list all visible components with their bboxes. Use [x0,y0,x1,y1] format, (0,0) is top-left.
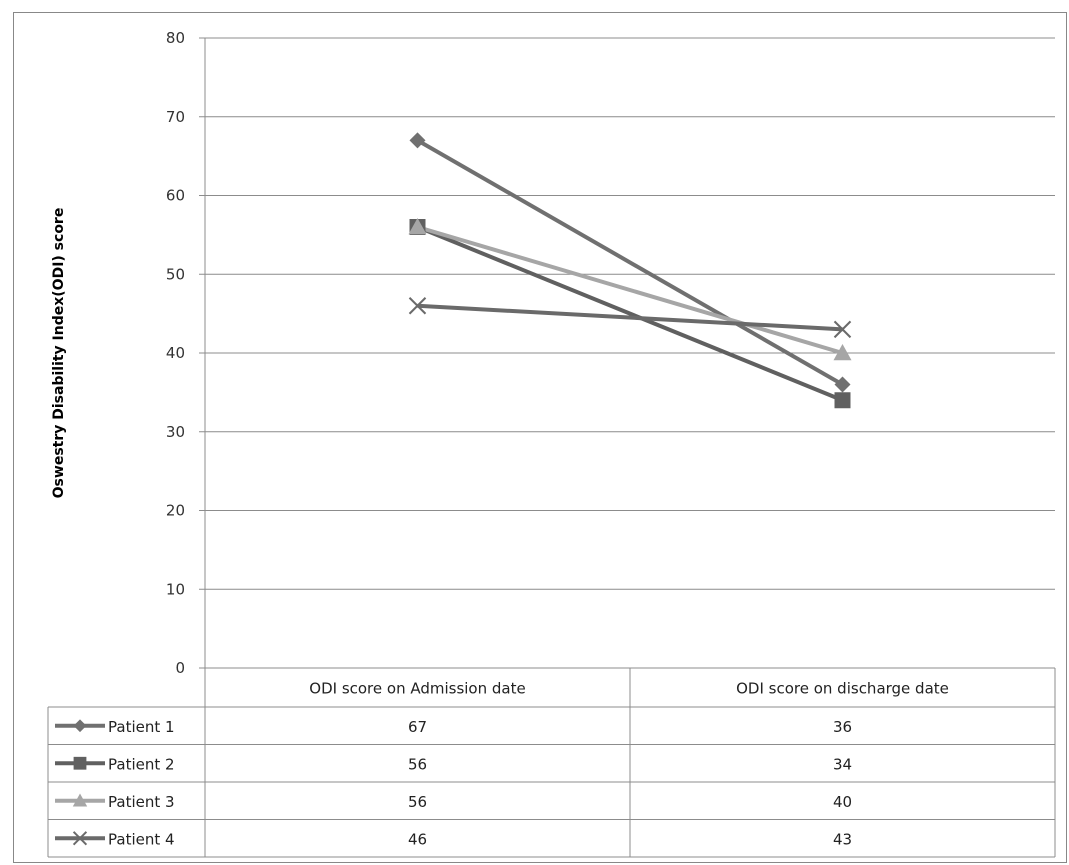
table-value: 43 [833,830,852,848]
y-axis-label: Oswestry Disability Index(ODI) score [51,208,67,499]
y-tick-label: 0 [175,659,185,677]
data-point-s3-2 [833,344,852,361]
y-tick-label: 80 [166,29,185,47]
data-point-s4-2-b [833,320,852,339]
table-value: 36 [833,718,852,736]
table-value: 34 [833,755,852,773]
y-tick-label: 60 [166,187,185,205]
data-point-s1-1 [409,132,426,149]
series-line-3 [416,225,844,355]
y-tick-label: 50 [166,265,185,283]
data-table: ODI score on Admission date ODI score on … [47,667,1056,858]
y-tick-label: 10 [166,580,185,598]
legend-marker-4-b [72,831,88,846]
legend-label: Patient 3 [108,793,175,811]
table-value: 67 [408,718,427,736]
table-value: 40 [833,793,852,811]
legend-label: Patient 4 [108,830,175,848]
legend-marker-3 [72,793,88,807]
y-tick-label: 30 [166,423,185,441]
data-point-s4-1-b [408,297,427,315]
category-label: ODI score on discharge date [736,680,949,698]
series-line-4 [417,303,843,332]
category-label: ODI score on Admission date [309,680,525,698]
legend-marker-2 [73,756,87,770]
chart-frame [13,12,1067,863]
table-value: 46 [408,830,427,848]
series-line-1 [416,138,844,387]
legend-label: Patient 1 [108,718,175,736]
y-axis-tick-labels: 0 10 20 30 40 50 60 70 80 [166,29,185,677]
series-line-2 [416,225,844,403]
legend-label: Patient 2 [108,755,175,773]
y-tick-label: 40 [166,344,185,362]
data-point-s4-1 [408,297,427,315]
y-tick-label: 20 [166,502,185,520]
data-point-s2-2 [834,392,851,409]
data-point-s1-2 [834,376,851,393]
y-tick-label: 70 [166,108,185,126]
series-markers [408,132,852,409]
table-value: 56 [408,755,427,773]
legend-marker-1 [73,719,87,733]
data-point-s4-2 [833,320,852,339]
series-lines [416,138,844,403]
table-value: 56 [408,793,427,811]
legend-marker-4 [72,831,88,846]
data-point-s3-1 [408,218,427,235]
